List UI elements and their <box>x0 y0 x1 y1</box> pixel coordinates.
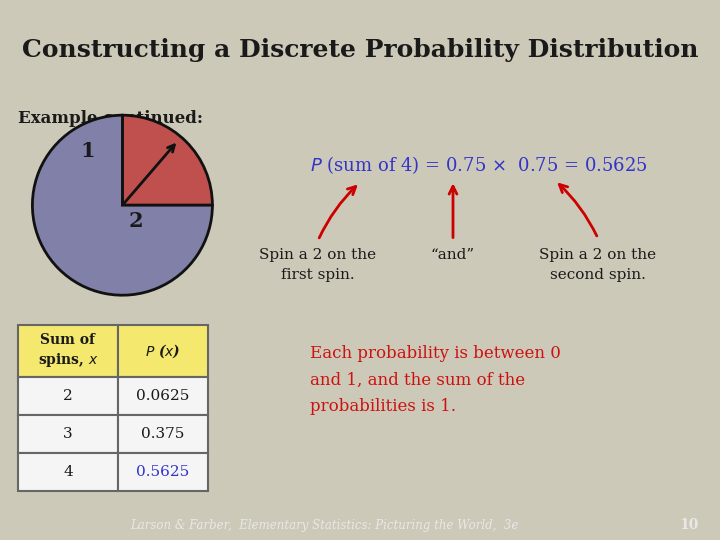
Text: $P$ (sum of 4) = 0.75 $\times$  0.75 = 0.5625: $P$ (sum of 4) = 0.75 $\times$ 0.75 = 0.… <box>310 154 648 177</box>
Bar <box>118 326 208 377</box>
Bar <box>118 377 208 415</box>
Bar <box>118 453 208 491</box>
Bar <box>18 415 118 453</box>
Text: 3: 3 <box>63 427 73 441</box>
Text: “and”: “and” <box>431 248 475 262</box>
Wedge shape <box>122 115 212 205</box>
Text: Example continued:: Example continued: <box>18 111 203 127</box>
Text: 10: 10 <box>679 518 698 532</box>
Text: 0.0625: 0.0625 <box>136 389 189 403</box>
Text: Larson & Farber,  Elementary Statistics: Picturing the World,  3e: Larson & Farber, Elementary Statistics: … <box>130 518 518 532</box>
Bar <box>18 377 118 415</box>
Text: 2: 2 <box>129 211 143 232</box>
Text: 0.5625: 0.5625 <box>136 465 189 480</box>
Bar <box>18 326 118 377</box>
Text: 2: 2 <box>63 389 73 403</box>
Bar <box>118 415 208 453</box>
Text: 0.375: 0.375 <box>141 427 185 441</box>
Text: $P$ ($x$): $P$ ($x$) <box>145 342 181 360</box>
Text: Spin a 2 on the
second spin.: Spin a 2 on the second spin. <box>539 248 657 282</box>
Text: 1: 1 <box>81 141 96 161</box>
Text: Constructing a Discrete Probability Distribution: Constructing a Discrete Probability Dist… <box>22 38 698 62</box>
Bar <box>18 453 118 491</box>
Text: Spin a 2 on the
first spin.: Spin a 2 on the first spin. <box>259 248 377 282</box>
Text: Sum of
spins, $x$: Sum of spins, $x$ <box>37 333 99 369</box>
Text: Each probability is between 0
and 1, and the sum of the
probabilities is 1.: Each probability is between 0 and 1, and… <box>310 346 561 415</box>
Text: 4: 4 <box>63 465 73 480</box>
Wedge shape <box>32 115 212 295</box>
